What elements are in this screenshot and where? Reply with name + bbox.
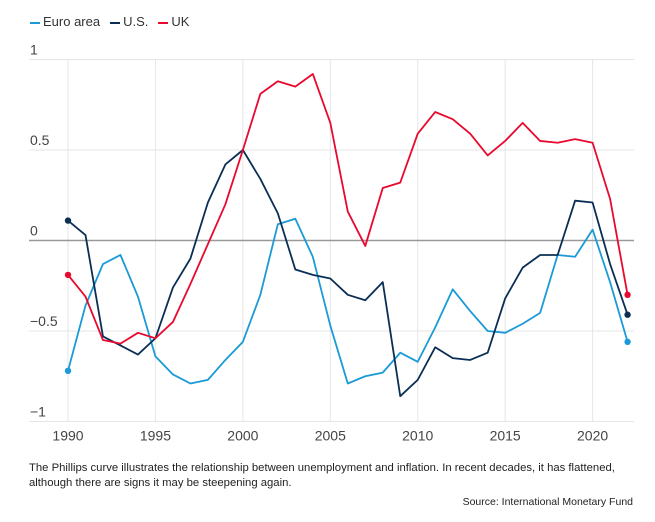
legend-item-us: U.S.	[110, 14, 148, 29]
x-tick-label: 2015	[490, 428, 521, 444]
x-tick-label: 1995	[140, 428, 171, 444]
legend-item-euro-area: Euro area	[30, 14, 100, 29]
legend-label: U.S.	[123, 14, 149, 29]
series-end-point	[624, 291, 631, 298]
series-end-point	[624, 311, 631, 318]
x-tick-label: 2000	[227, 428, 258, 444]
series-start-point	[64, 367, 72, 375]
y-tick-label: −1	[30, 404, 46, 420]
series-start-point	[64, 217, 72, 224]
y-tick-label: 0.5	[30, 132, 50, 148]
y-tick-label: −0.5	[30, 313, 58, 329]
caption: The Phillips curve illustrates the relat…	[29, 462, 615, 489]
source-note: Source: International Monetary Fund	[462, 496, 633, 508]
legend-item-uk: UK	[158, 14, 189, 29]
series-line-u-s-	[67, 149, 629, 398]
x-tick-label: 2005	[315, 428, 346, 444]
legend-swatch	[158, 21, 169, 24]
series-line-uk	[67, 73, 629, 345]
y-tick-label: 1	[30, 42, 38, 58]
legend-label: UK	[171, 14, 190, 29]
x-tick-label: 1990	[52, 428, 83, 444]
y-tick-label: 0	[30, 223, 38, 239]
x-tick-label: 2020	[577, 428, 608, 444]
legend: Euro area U.S. UK	[30, 14, 189, 29]
legend-label: Euro area	[43, 14, 101, 29]
series-line-euro-area	[67, 217, 629, 385]
legend-swatch	[110, 21, 121, 24]
series-end-point	[624, 338, 631, 346]
line-chart: 1 0.5 0 −0.5 −1 1990 1995 2000 2005 2010 2015 2020	[29, 42, 634, 444]
x-tick-label: 2010	[402, 428, 433, 444]
series-start-point	[64, 271, 72, 279]
legend-swatch	[30, 21, 40, 24]
